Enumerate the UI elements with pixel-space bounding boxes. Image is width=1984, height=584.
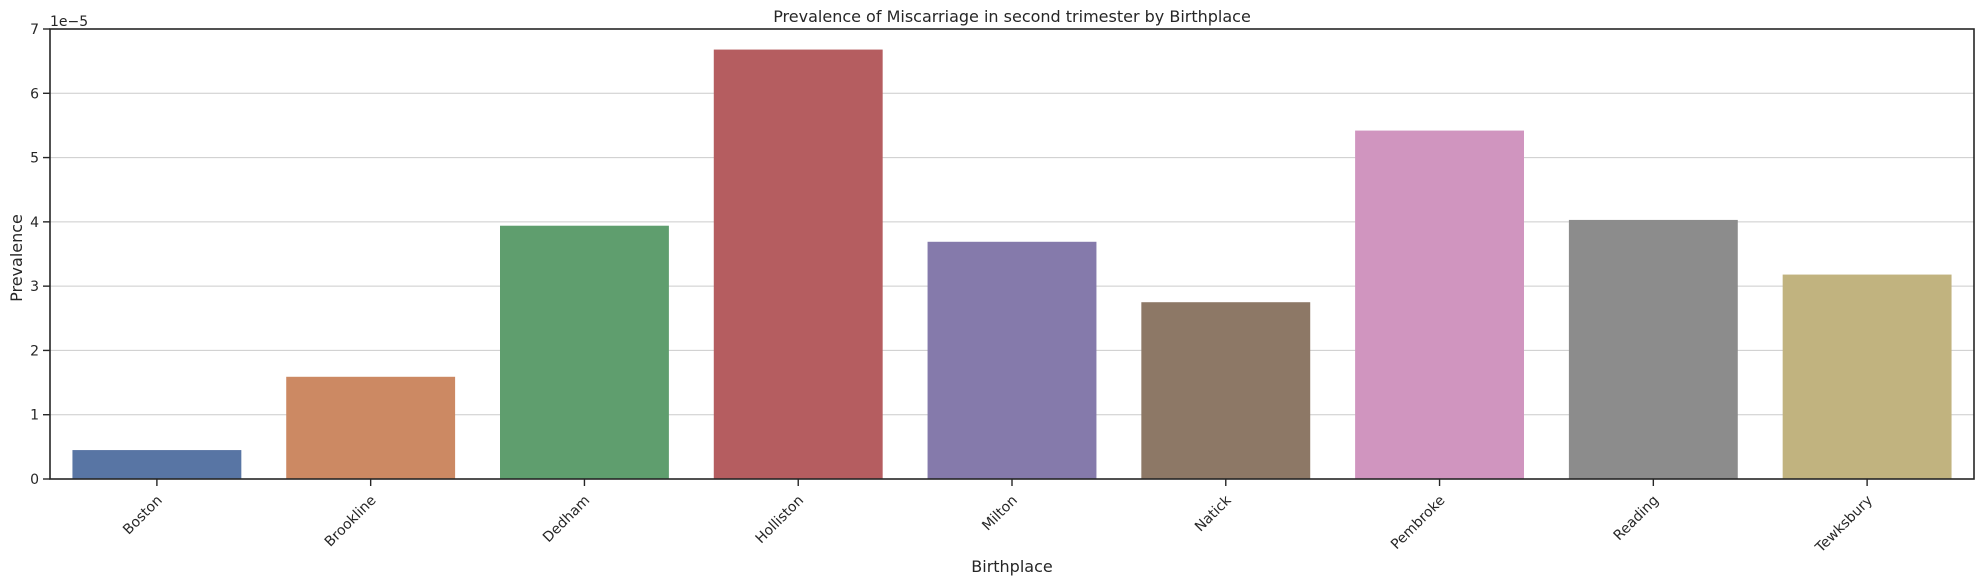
chart-title: Prevalence of Miscarriage in second trim… — [773, 7, 1251, 26]
x-tick-label: Boston — [120, 493, 166, 539]
x-tick-label: Reading — [1611, 493, 1662, 544]
x-tick-label: Dedham — [540, 493, 593, 546]
y-tick-label: 1 — [30, 408, 39, 424]
y-tick-label: 2 — [30, 343, 39, 359]
x-axis-ticks: Boston Brookline Dedham Holliston Milton Nati… — [120, 479, 1876, 556]
x-tick-label: Pembroke — [1388, 493, 1448, 553]
y-tick-label: 3 — [30, 279, 39, 295]
bar-reading — [1568, 219, 1738, 479]
y-tick-label: 6 — [30, 86, 39, 102]
bar-dedham — [500, 225, 669, 479]
y-tick-label: 4 — [30, 215, 39, 231]
y-tick-label: 0 — [30, 472, 39, 488]
x-tick-label: Milton — [979, 493, 1021, 535]
x-axis-title: Birthplace — [971, 557, 1052, 576]
bar-tewksbury — [1782, 274, 1952, 479]
y-axis-ticks: 0 1 2 3 4 5 6 7 — [30, 22, 50, 488]
bars — [72, 49, 1952, 480]
bar-holliston — [713, 49, 883, 479]
bar-boston — [72, 450, 242, 479]
bar-brookline — [286, 376, 456, 479]
x-tick-label: Holliston — [753, 493, 807, 547]
y-tick-label: 5 — [30, 151, 39, 167]
x-tick-label: Brookline — [322, 493, 380, 551]
bar-milton — [927, 241, 1097, 479]
x-tick-label: Natick — [1192, 492, 1235, 535]
y-scale-factor: 1e−5 — [50, 14, 88, 30]
y-axis-title: Prevalence — [7, 214, 26, 302]
x-tick-label: Tewksbury — [1812, 493, 1876, 557]
y-tick-label: 7 — [30, 22, 39, 38]
bar-natick — [1141, 302, 1311, 479]
bar-pembroke — [1355, 130, 1524, 480]
